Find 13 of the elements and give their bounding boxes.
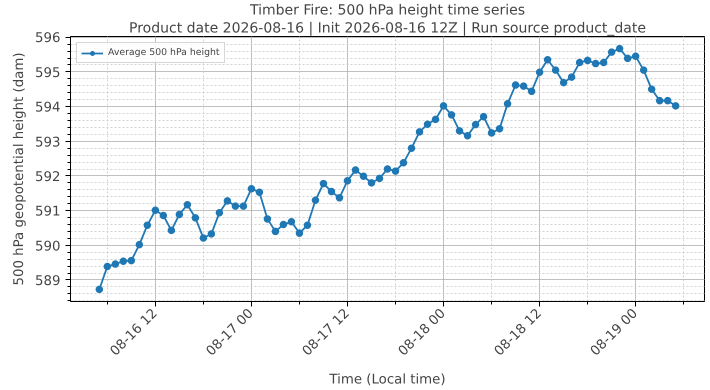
- y-axis-title: 500 hPa geopotential height (dam): [12, 52, 28, 286]
- y-tick-label: 593: [35, 135, 61, 150]
- x-axis-title: Time (Local time): [328, 372, 446, 388]
- y-tick-label: 595: [35, 66, 61, 81]
- y-tick-label: 591: [35, 204, 61, 220]
- y-tick-label: 594: [35, 100, 61, 116]
- chart-title: Timber Fire: 500 hPa height time series: [248, 2, 526, 18]
- y-tick-label: 589: [35, 274, 61, 289]
- y-tick-label: 592: [35, 170, 61, 185]
- chart-subtitle: Product date 2026-08-16 | Init 2026-08-16 12Z | Run source product_date: [129, 20, 646, 36]
- y-tick-label: 596: [35, 31, 61, 46]
- legend-label: Average 500 hPa height: [108, 47, 220, 58]
- y-tick-label: 590: [35, 239, 61, 254]
